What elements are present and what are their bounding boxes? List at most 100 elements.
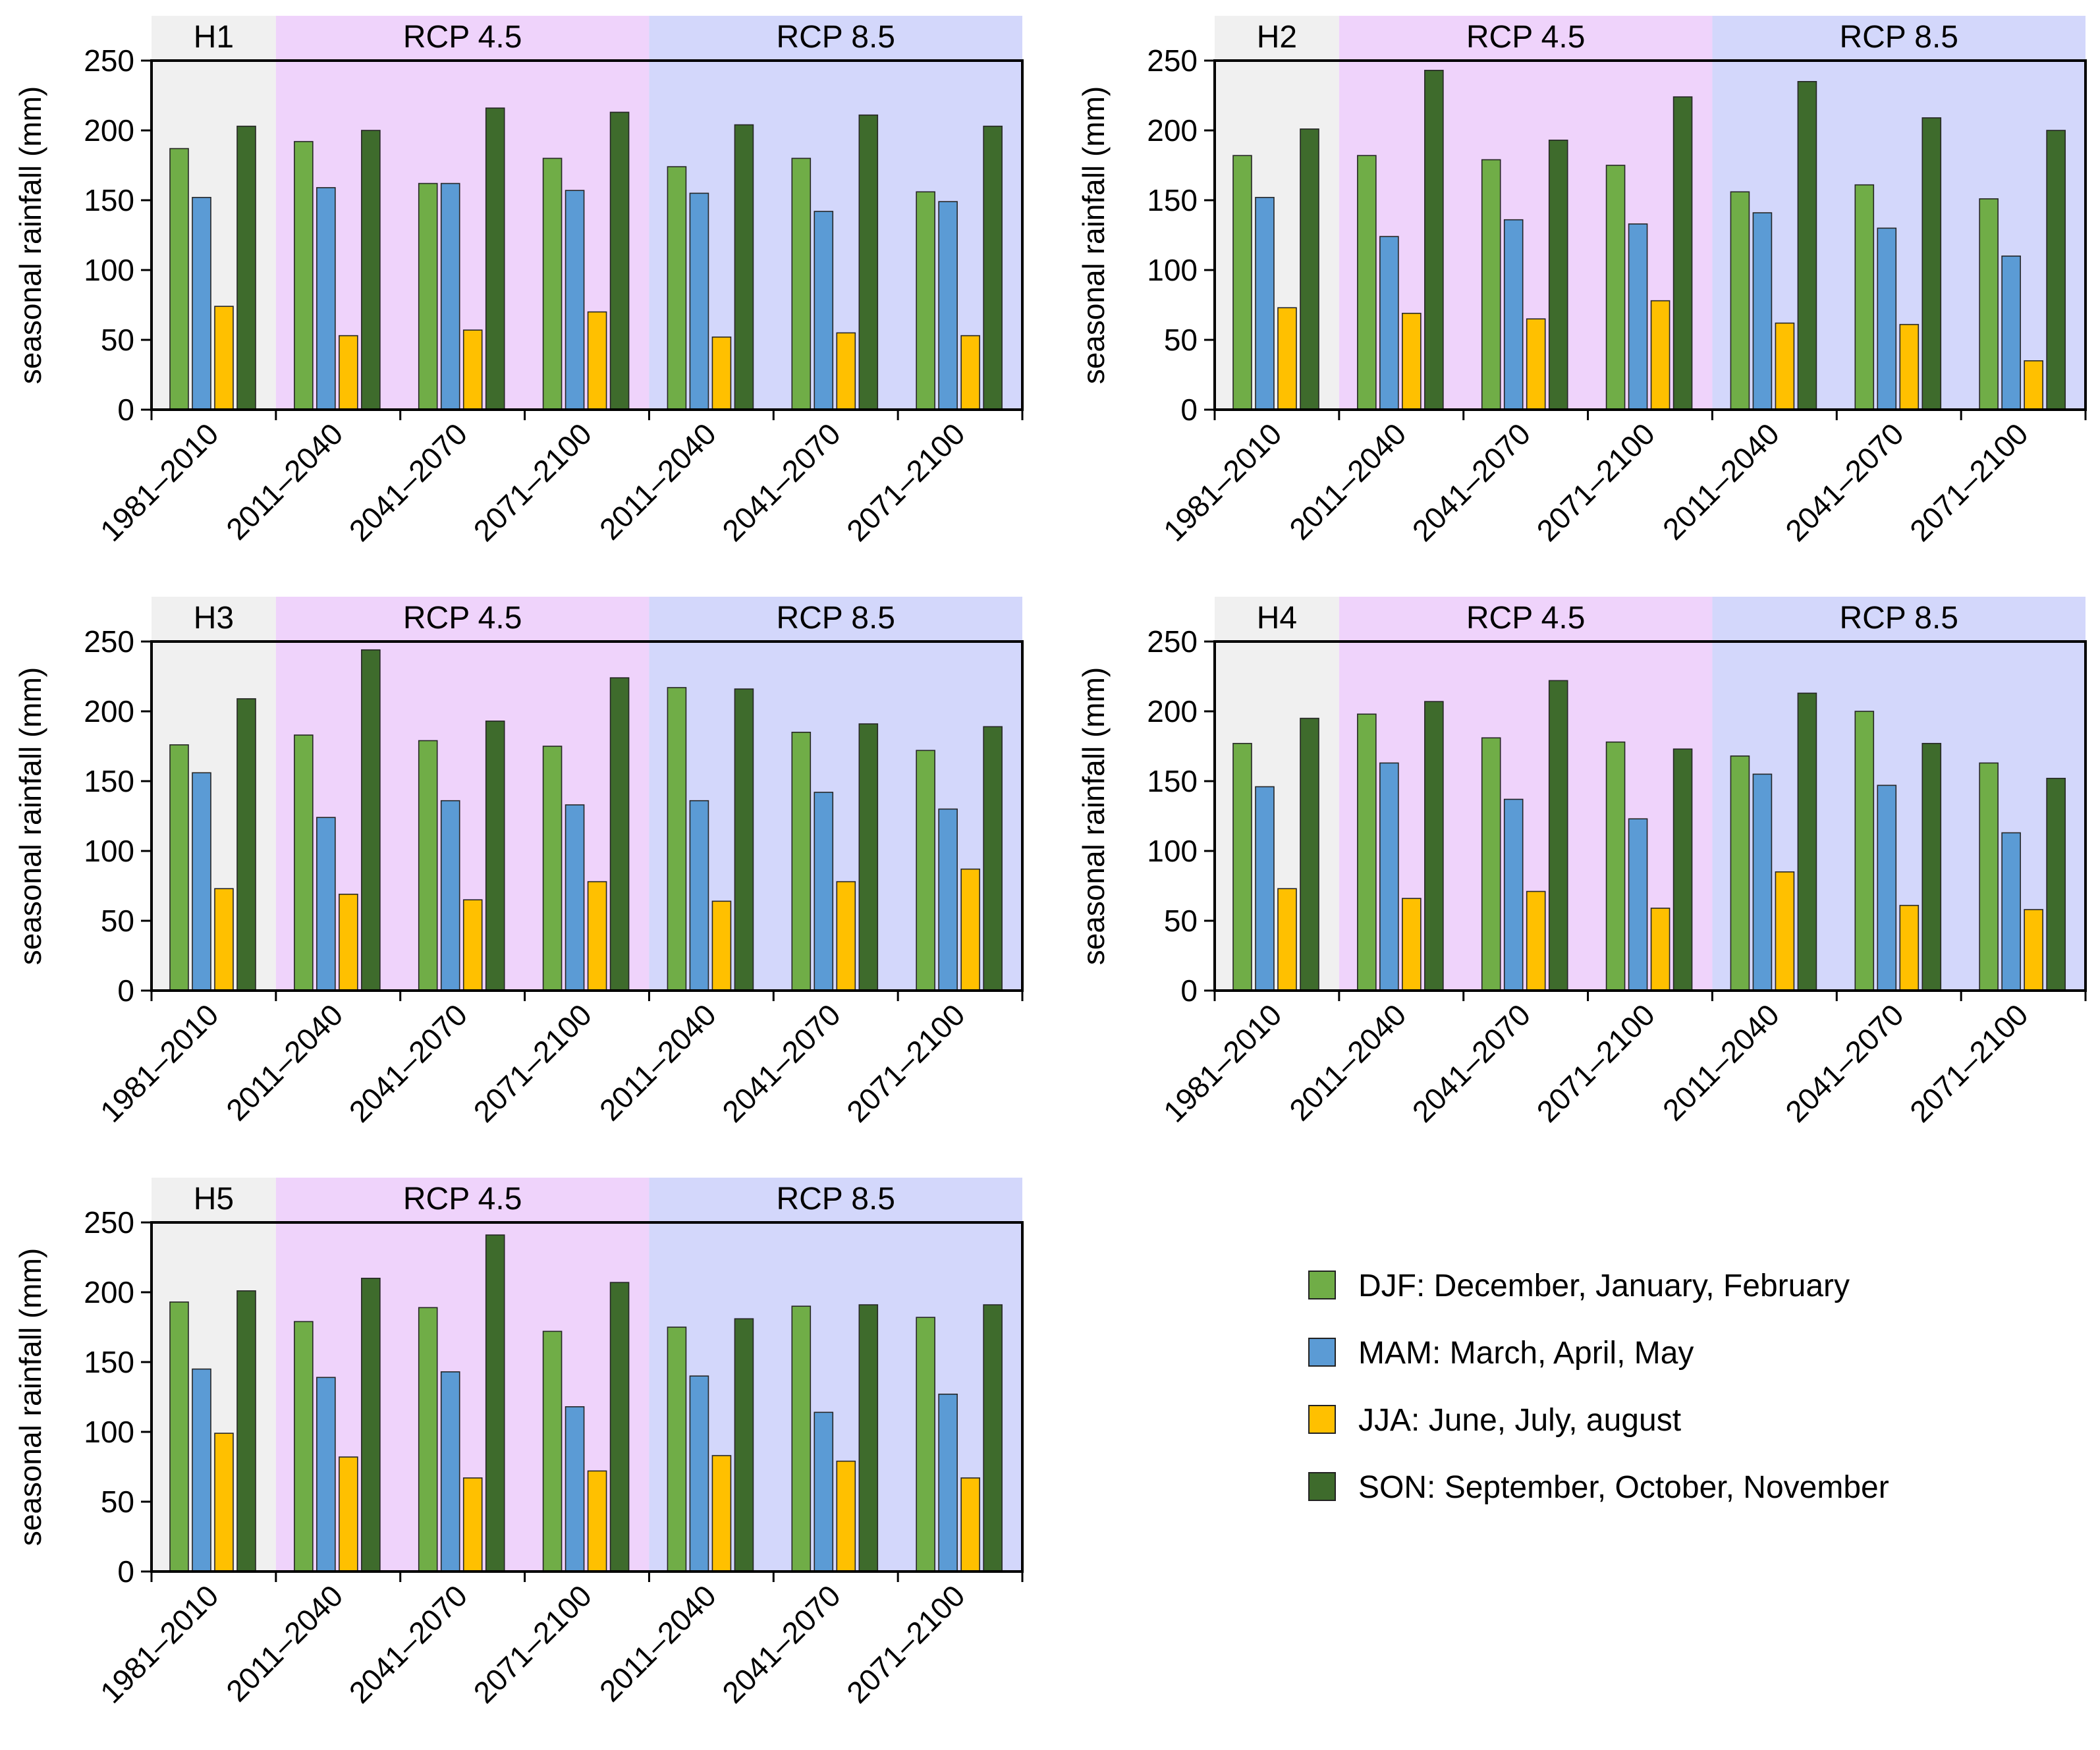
bar-son xyxy=(983,125,1003,410)
legend-label-son: SON: September, October, November xyxy=(1358,1470,1889,1505)
bar-djf xyxy=(1357,155,1377,410)
y-tick-label: 100 xyxy=(84,253,134,287)
bar-mam xyxy=(440,800,460,991)
bar-son xyxy=(236,125,256,410)
y-axis-title: seasonal rainfall (mm) xyxy=(13,86,47,384)
y-tick-label: 50 xyxy=(101,1485,134,1519)
bar-mam xyxy=(2001,255,2021,410)
legend-item-son: SON: September, October, November xyxy=(1308,1470,1889,1505)
x-tick-label: 2011–2040 xyxy=(593,1578,723,1708)
bar-mam xyxy=(814,211,834,410)
y-tick-label: 150 xyxy=(84,183,134,217)
y-tick-label: 100 xyxy=(84,1415,134,1449)
period-label: RCP 4.5 xyxy=(1466,601,1586,636)
bar-son xyxy=(1921,117,1942,410)
x-tick-label: 2041–2070 xyxy=(1779,416,1910,548)
y-tick-label: 200 xyxy=(1147,694,1198,728)
bar-mam xyxy=(1255,786,1275,991)
bar-son xyxy=(1672,748,1693,991)
bar-mam xyxy=(192,772,211,991)
bar-djf xyxy=(294,734,314,991)
bar-mam xyxy=(1752,212,1773,410)
bar-djf xyxy=(916,750,935,991)
y-tick-label: 150 xyxy=(1147,764,1198,798)
bar-djf xyxy=(1605,741,1626,991)
x-tick-label: 1981–2010 xyxy=(94,997,225,1129)
bar-mam xyxy=(814,792,834,991)
bar-mam xyxy=(938,1393,958,1572)
panel-title: H2 xyxy=(1257,20,1297,55)
chart-panels: H1 RCP 4.5 RCP 8.5 0 50 100 150 200 250 seasonal … xyxy=(13,16,2087,1710)
period-label: RCP 8.5 xyxy=(776,20,895,55)
bar-jja xyxy=(1650,908,1671,991)
x-tick-label: 1981–2010 xyxy=(1157,997,1288,1129)
legend-label-mam: MAM: March, April, May xyxy=(1358,1336,1694,1371)
x-tick-label: 2041–2070 xyxy=(1779,997,1910,1129)
panel-h2: H2 RCP 4.5 RCP 8.5 0 50 100 150 200 250 seasonal … xyxy=(1076,16,2087,548)
bar-djf xyxy=(916,191,935,410)
x-tick-label: 1981–2010 xyxy=(94,416,225,548)
bar-jja xyxy=(711,336,732,410)
legend-swatch-djf xyxy=(1308,1271,1336,1299)
bar-jja xyxy=(2024,909,2043,991)
x-tick-label: 2071–2100 xyxy=(1903,416,2035,548)
bar-jja xyxy=(960,1477,980,1572)
bar-djf xyxy=(667,166,687,410)
panel-h5: H5 RCP 4.5 RCP 8.5 0 50 100 150 200 250 seasonal … xyxy=(13,1178,1024,1710)
y-tick-label: 200 xyxy=(1147,113,1198,148)
bar-djf xyxy=(418,182,438,410)
x-tick-label: 2041–2070 xyxy=(343,997,474,1129)
period-label: RCP 8.5 xyxy=(776,1182,895,1217)
legend-item-jja: JJA: June, July, august xyxy=(1308,1403,1681,1438)
period-band-rcp85 xyxy=(649,1178,1022,1572)
bar-djf xyxy=(791,732,812,991)
bar-mam xyxy=(689,1375,709,1572)
bar-mam xyxy=(938,808,958,991)
y-tick-label: 50 xyxy=(101,904,134,938)
period-band-rcp85 xyxy=(649,16,1022,410)
period-band-rcp45 xyxy=(275,1178,649,1572)
legend-swatch-mam xyxy=(1308,1338,1336,1367)
period-label: RCP 4.5 xyxy=(1466,20,1586,55)
bar-jja xyxy=(462,899,483,991)
bar-son xyxy=(609,1282,630,1572)
bar-jja xyxy=(711,1455,732,1572)
x-tick-label: 2071–2100 xyxy=(840,997,972,1129)
bar-son xyxy=(1921,742,1942,991)
bar-son xyxy=(2046,130,2066,410)
legend-swatch-son xyxy=(1308,1472,1336,1501)
bar-mam xyxy=(689,192,709,410)
bar-djf xyxy=(667,687,687,991)
bar-son xyxy=(485,721,505,991)
bar-djf xyxy=(1232,742,1252,991)
legend-label-djf: DJF: December, January, February xyxy=(1358,1269,1850,1303)
bar-son xyxy=(734,688,754,991)
period-band-rcp45 xyxy=(275,16,649,410)
x-tick-label: 2011–2040 xyxy=(593,416,723,546)
x-tick-label: 2071–2100 xyxy=(1530,416,1661,548)
bar-djf xyxy=(169,1301,189,1572)
bar-son xyxy=(1797,81,1817,410)
bar-mam xyxy=(689,800,709,991)
x-tick-label: 1981–2010 xyxy=(94,1578,225,1710)
bar-jja xyxy=(587,1470,607,1572)
bar-mam xyxy=(1379,762,1399,991)
plot-frame xyxy=(1213,59,2087,411)
bar-son xyxy=(236,698,256,991)
bar-mam xyxy=(814,1411,834,1572)
bar-mam xyxy=(1503,219,1524,410)
bar-son xyxy=(1424,70,1444,410)
x-tick-label: 2071–2100 xyxy=(1903,997,2035,1129)
bar-djf xyxy=(1854,184,1875,410)
bar-jja xyxy=(1526,890,1546,991)
x-tick-label: 2041–2070 xyxy=(715,997,847,1129)
bar-djf xyxy=(1481,737,1501,991)
bar-djf xyxy=(294,141,314,410)
bar-son xyxy=(609,677,630,991)
panel-title: H4 xyxy=(1257,601,1297,636)
bar-djf xyxy=(542,746,563,991)
panel-title: H3 xyxy=(194,601,234,636)
x-tick-label: 2041–2070 xyxy=(715,1578,847,1710)
bar-jja xyxy=(214,306,234,410)
